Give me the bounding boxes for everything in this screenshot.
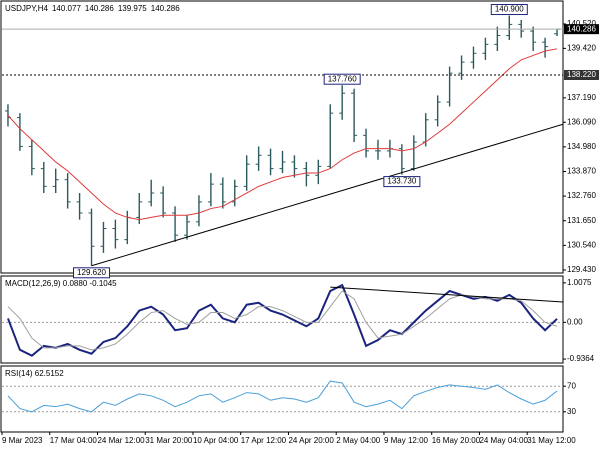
level-label-box [564,69,599,80]
x-tick-label: 24 May 04:00 [479,436,528,445]
annotation-box [323,73,361,85]
panel-title: MACD(12,26,9) 0.0880 -0.1045 [5,279,117,288]
y-tick-label: 137.190 [567,93,596,102]
indicator-line [7,380,558,413]
x-tick-label: 2 May 04:00 [336,436,381,445]
x-tick-label: 24 Mar 12:00 [97,436,145,445]
y-tick-label: 1.0075 [567,278,592,287]
panel-title: RSI(14) 62.5152 [5,369,64,378]
x-tick-label: 24 Apr 20:00 [288,436,334,445]
annotation-box [383,176,421,188]
trendline [91,123,564,267]
annotation-box [490,4,528,16]
y-tick-label: 132.760 [567,191,596,200]
indicator-line [7,290,558,351]
annotation-box [73,267,111,279]
last-price-box [564,24,599,35]
main-panel-frame [0,0,564,274]
level-label: 138.220 [567,70,596,79]
x-tick-label: 17 Apr 12:00 [241,436,287,445]
panel-title-text: MACD(12,26,9) 0.0880 -0.1045 [5,279,117,288]
y-tick-label: 140.520 [567,19,596,28]
indicator-trendline [330,286,564,303]
y-tick-label: 129.430 [567,265,596,274]
title-value: 140.286 [151,4,180,13]
panel-title-text: RSI(14) 62.5152 [5,369,64,378]
x-tick-label: 31 May 12:00 [527,436,576,445]
y-tick-label: 70 [567,381,576,390]
x-tick-label: 9 May 12:00 [384,436,429,445]
annotation-label: 129.620 [77,268,106,277]
annotation-label: 133.730 [387,177,416,186]
x-tick-label: 10 Apr 04:00 [193,436,239,445]
last-price-label: 140.286 [567,24,596,33]
panel-title-text: USDJPY,H4 [5,4,49,13]
title-value: 139.975 [118,4,147,13]
x-tick-label: 17 Mar 04:00 [50,436,98,445]
moving-average [7,48,558,221]
x-tick-label: 9 Mar 2023 [2,436,43,445]
y-tick-label: 30 [567,407,576,416]
title-value: 140.286 [85,4,114,13]
annotation-label: 137.760 [328,74,357,83]
y-tick-label: -0.9364 [567,354,595,363]
title-value: 140.077 [52,4,81,13]
panel-title: USDJPY,H4 140.077 140.286 139.975 140.286 [5,4,180,13]
rsi-panel-frame [0,365,564,433]
y-tick-label: 134.980 [567,142,596,151]
x-tick-label: 31 Mar 20:00 [145,436,193,445]
y-tick-label: 131.650 [567,216,596,225]
y-tick-label: 0.00 [567,317,583,326]
annotation-label: 140.900 [495,5,524,14]
y-tick-label: 133.870 [567,167,596,176]
y-tick-label: 130.540 [567,240,596,249]
y-tick-label: 139.420 [567,43,596,52]
x-tick-label: 16 May 20:00 [432,436,481,445]
macd-panel-frame [0,275,564,364]
y-tick-label: 136.090 [567,117,596,126]
indicator-line [7,283,558,357]
